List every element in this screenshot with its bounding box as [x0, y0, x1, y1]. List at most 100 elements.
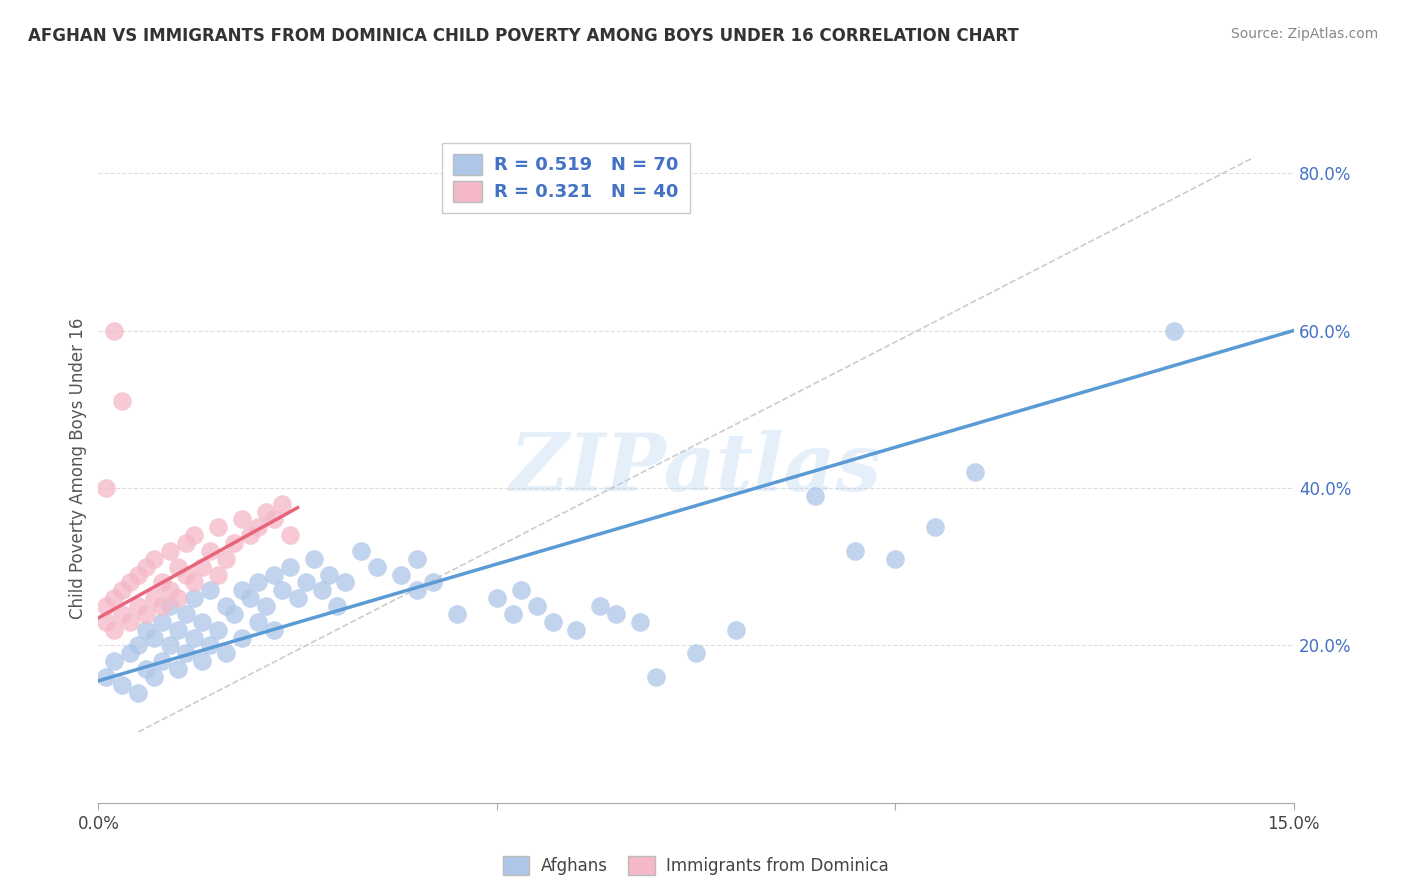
Point [406, 583, 429, 598]
Point [103, 591, 125, 606]
Point [389, 567, 412, 582]
Point [143, 551, 166, 566]
Point [159, 583, 181, 598]
Point [159, 544, 181, 558]
Point [207, 623, 229, 637]
Point [143, 670, 166, 684]
Y-axis label: Child Poverty Among Boys Under 16: Child Poverty Among Boys Under 16 [69, 318, 87, 619]
Point [589, 599, 612, 613]
Text: ZIPatlas: ZIPatlas [510, 430, 882, 507]
Point [135, 559, 157, 574]
Point [311, 583, 333, 598]
Point [446, 607, 468, 621]
Point [239, 591, 262, 606]
Point [326, 599, 349, 613]
Point [263, 623, 285, 637]
Point [127, 599, 149, 613]
Point [198, 639, 221, 653]
Point [150, 575, 173, 590]
Point [526, 599, 548, 613]
Point [150, 599, 173, 613]
Point [254, 505, 277, 519]
Point [167, 591, 190, 606]
Point [150, 615, 173, 629]
Point [207, 520, 229, 534]
Point [167, 559, 190, 574]
Point [246, 520, 269, 534]
Point [222, 607, 245, 621]
Point [366, 559, 388, 574]
Point [239, 528, 262, 542]
Point [350, 544, 373, 558]
Point [804, 489, 827, 503]
Point [96, 670, 118, 684]
Point [844, 544, 866, 558]
Point [1163, 324, 1185, 338]
Point [150, 654, 173, 668]
Point [103, 324, 125, 338]
Point [183, 528, 205, 542]
Point [685, 646, 707, 660]
Point [215, 646, 238, 660]
Point [645, 670, 668, 684]
Point [963, 465, 986, 479]
Point [287, 591, 309, 606]
Point [159, 599, 181, 613]
Point [198, 544, 221, 558]
Point [191, 615, 214, 629]
Point [143, 631, 166, 645]
Point [278, 559, 301, 574]
Point [191, 654, 214, 668]
Point [183, 575, 205, 590]
Point [127, 639, 149, 653]
Point [222, 536, 245, 550]
Point [541, 615, 564, 629]
Point [724, 623, 747, 637]
Point [231, 631, 253, 645]
Point [135, 607, 157, 621]
Point [159, 639, 181, 653]
Point [103, 623, 125, 637]
Point [111, 583, 134, 598]
Point [605, 607, 627, 621]
Point [135, 662, 157, 676]
Point [884, 551, 907, 566]
Point [231, 512, 253, 526]
Point [270, 497, 292, 511]
Point [167, 623, 190, 637]
Point [263, 567, 285, 582]
Point [924, 520, 946, 534]
Point [174, 607, 197, 621]
Point [294, 575, 316, 590]
Point [174, 567, 197, 582]
Point [263, 512, 285, 526]
Point [167, 662, 190, 676]
Point [183, 591, 205, 606]
Point [120, 615, 142, 629]
Point [111, 678, 134, 692]
Point [335, 575, 357, 590]
Point [183, 631, 205, 645]
Point [96, 481, 118, 495]
Point [509, 583, 531, 598]
Point [246, 575, 269, 590]
Point [103, 654, 125, 668]
Point [565, 623, 588, 637]
Point [120, 646, 142, 660]
Point [246, 615, 269, 629]
Point [231, 583, 253, 598]
Point [96, 615, 118, 629]
Point [278, 528, 301, 542]
Point [628, 615, 651, 629]
Point [120, 575, 142, 590]
Point [502, 607, 524, 621]
Point [96, 599, 118, 613]
Legend: Afghans, Immigrants from Dominica: Afghans, Immigrants from Dominica [496, 849, 896, 881]
Point [174, 536, 197, 550]
Point [174, 646, 197, 660]
Point [215, 599, 238, 613]
Point [143, 591, 166, 606]
Point [215, 551, 238, 566]
Point [422, 575, 444, 590]
Point [318, 567, 340, 582]
